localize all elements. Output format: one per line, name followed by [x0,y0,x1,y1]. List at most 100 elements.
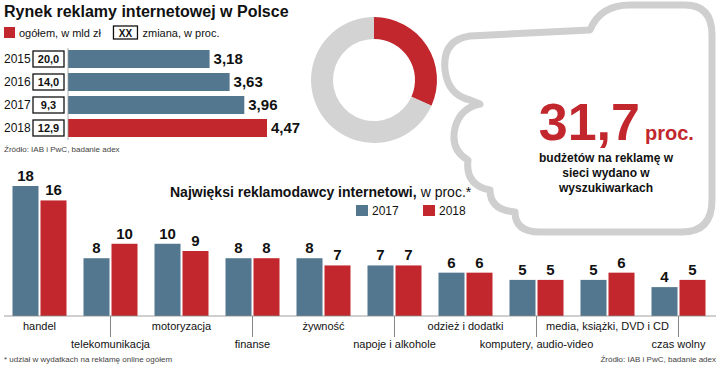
category-label: telekomunikacja [71,338,151,350]
bar [538,280,564,316]
bar [609,273,635,316]
category-label: 2017 [4,98,31,112]
data-label: 16 [45,181,62,198]
category-label: motoryzacja [152,320,212,332]
title: Najwięksi reklamodawcy internetowi,w pro… [170,184,472,200]
data-label: 10 [116,225,133,242]
change-label: 14,0 [38,76,59,88]
bar [68,73,230,91]
category-label: napoje i alkohole [353,338,436,350]
data-label: 6 [475,254,483,271]
donut-slice [311,17,432,143]
data-label: 5 [589,261,597,278]
title: Rynek reklamy internetowej w Polsce [4,3,289,20]
legend-change-symbol: XX [119,28,133,39]
label-leader [394,316,395,337]
bar [41,200,67,316]
baseline [4,316,716,317]
caption: budżetów na reklamę wsieci wydano wwyszu… [539,151,674,195]
data-label: 4,47 [271,119,300,136]
change-box [33,97,64,113]
category-label: handel [23,320,56,332]
bar [652,287,678,316]
legend-swatch [423,205,435,216]
data-label: 5 [518,261,526,278]
bar [325,265,351,316]
bar [155,244,181,316]
category-label: media, książki, DVD i CD [546,320,669,332]
bar [510,280,536,316]
legend-swatch [4,27,15,38]
data-label: 4 [660,268,669,285]
data-label: 5 [688,261,696,278]
bar [680,280,706,316]
footnote: * udział w wydatkach na reklamę online o… [4,355,172,364]
bar [68,50,210,68]
legend-label: zmiana, w proc. [142,27,219,39]
data-label: 18 [17,167,34,184]
page: {"chart_data": [ {"type": "bar", "orient… [0,0,720,366]
category-label: 2016 [4,75,31,89]
data-label: 7 [404,246,412,263]
bar [226,258,252,316]
donut-slice [374,17,437,106]
bar [297,258,323,316]
data-label: 5 [546,261,554,278]
bar [396,265,422,316]
market-chart: Rynek reklamy internetowej w Polsce ogółe… [4,3,300,154]
label-leader [252,316,253,337]
data-label: 7 [376,246,384,263]
category-label: finanse [235,338,270,350]
data-label: 7 [333,246,341,263]
data-label: 3,96 [248,96,277,113]
change-label: 12,9 [38,122,59,134]
source: Źródło: IAB i PwC, badanie adex [600,355,716,364]
data-label: 3,18 [214,50,243,67]
legend-label: 2017 [372,204,399,218]
bar [254,258,280,316]
data-label: 8 [305,239,313,256]
data-label: 6 [617,254,625,271]
bar [439,273,465,316]
category-label: 2015 [4,52,31,66]
bar [183,251,209,316]
data-label: 8 [234,239,242,256]
bar [84,258,110,316]
bar [581,280,607,316]
caption-line: budżetów na reklamę w [539,151,674,165]
advertisers-chart: Najwięksi reklamodawcy internetowi,w pro… [4,167,716,364]
category-label: 2018 [4,121,31,135]
legend-label: 2018 [439,204,466,218]
legend-label: ogółem, w mld zł [19,27,101,39]
big-value-unit: proc. [645,122,694,144]
legend-change-box [113,26,137,39]
change-box [33,74,64,90]
change-box [33,120,64,136]
caption-line: wyszukiwarkach [558,181,653,195]
big-value: 31,7 [539,93,640,151]
label-leader [536,316,537,337]
infographic: Rynek reklamy internetowej w Polsce ogółe… [0,0,720,366]
change-box [33,51,64,67]
category-label: komputery, audio-video [480,338,594,350]
category-label: odzież i dodatki [428,320,504,332]
data-label: 10 [159,225,176,242]
subtitle: w proc.* [420,184,472,200]
caption-line: sieci wydano w [562,166,650,180]
change-label: 9,3 [41,99,56,111]
data-labels: 181681010988877766555645 [17,167,697,285]
bar [68,119,267,137]
data-label: 3,63 [234,73,263,90]
bar [368,265,394,316]
category-label: żywność [302,320,345,332]
title-main: Najwięksi reklamodawcy internetowi, [170,184,417,200]
bar [467,273,493,316]
data-label: 9 [191,232,199,249]
bars [68,50,267,137]
hand-shape [445,5,712,232]
category-label: czas wolny [652,338,706,350]
source: Źródło: IAB i PwC, badanie adex [4,145,120,154]
data-label: 8 [262,239,270,256]
bars [13,186,706,316]
bar [13,186,39,316]
